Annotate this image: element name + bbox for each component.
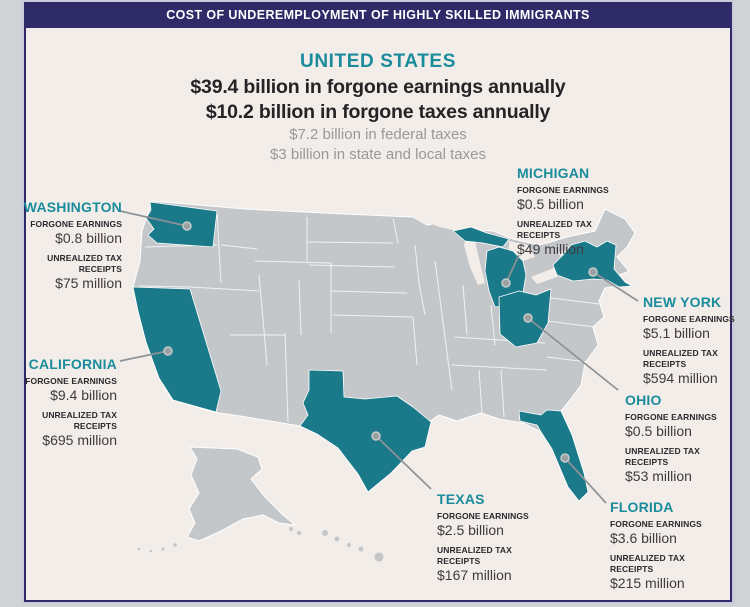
alaska-island xyxy=(289,527,293,531)
forgone-earnings-label: FORGONE EARNINGS xyxy=(437,511,529,521)
unrealized-tax-value: $215 million xyxy=(610,575,685,592)
header-forgone-taxes: $10.2 billion in forgone taxes annually xyxy=(205,101,551,123)
unrealized-tax-label: UNREALIZED TAX RECEIPTS xyxy=(47,253,122,275)
forgone-earnings-label: FORGONE EARNINGS xyxy=(30,219,122,229)
hawaii-island xyxy=(334,536,340,542)
header-region: UNITED STATES xyxy=(300,51,456,72)
title-banner: COST OF UNDEREMPLOYMENT OF HIGHLY SKILLE… xyxy=(24,2,732,28)
header-forgone-earnings: $39.4 billion in forgone earnings annual… xyxy=(190,76,566,98)
forgone-earnings-label: FORGONE EARNINGS xyxy=(625,412,717,422)
hawaii-island xyxy=(347,543,351,547)
map-state-california xyxy=(132,286,222,413)
state-callout-california: CALIFORNIA FORGONE EARNINGS $9.4 billion… xyxy=(20,356,117,455)
forgone-earnings-value: $0.5 billion xyxy=(625,423,692,440)
forgone-earnings-value: $0.8 billion xyxy=(55,230,122,247)
forgone-earnings-label: FORGONE EARNINGS xyxy=(517,185,609,195)
unrealized-tax-value: $49 million xyxy=(517,241,584,258)
aleutian-island xyxy=(149,549,153,553)
aleutian-island xyxy=(173,543,177,547)
unrealized-tax-label: UNREALIZED TAX RECEIPTS xyxy=(517,219,592,241)
forgone-earnings-value: $0.5 billion xyxy=(517,196,584,213)
state-callout-michigan: MICHIGAN FORGONE EARNINGS $0.5 billion U… xyxy=(517,165,617,264)
unrealized-tax-label: UNREALIZED TAX RECEIPTS xyxy=(625,446,700,468)
map-state-michigan-upper xyxy=(452,226,510,248)
unrealized-tax-value: $695 million xyxy=(42,432,117,449)
forgone-earnings-value: $5.1 billion xyxy=(643,325,710,342)
state-callout-florida: FLORIDA FORGONE EARNINGS $3.6 billion UN… xyxy=(610,499,710,598)
forgone-earnings-label: FORGONE EARNINGS xyxy=(25,376,117,386)
header-federal-taxes: $7.2 billion in federal taxes xyxy=(289,126,467,143)
state-name: CALIFORNIA xyxy=(28,356,117,372)
lake-huron xyxy=(509,241,535,261)
unrealized-tax-value: $167 million xyxy=(437,567,512,584)
forgone-earnings-value: $9.4 billion xyxy=(50,387,117,404)
forgone-earnings-value: $3.6 billion xyxy=(610,530,677,547)
unrealized-tax-label: UNREALIZED TAX RECEIPTS xyxy=(437,545,512,567)
unrealized-tax-value: $53 million xyxy=(625,468,692,485)
hawaii-island xyxy=(374,552,384,562)
state-callout-washington: WASHINGTON FORGONE EARNINGS $0.8 billion… xyxy=(22,199,122,298)
unrealized-tax-value: $594 million xyxy=(643,370,718,387)
unrealized-tax-label: UNREALIZED TAX RECEIPTS xyxy=(643,348,718,370)
banner-title: COST OF UNDEREMPLOYMENT OF HIGHLY SKILLE… xyxy=(166,8,590,22)
state-name: OHIO xyxy=(625,392,662,408)
forgone-earnings-value: $2.5 billion xyxy=(437,522,504,539)
state-name: TEXAS xyxy=(437,491,485,507)
aleutian-island xyxy=(161,547,165,551)
state-borders xyxy=(138,212,600,423)
state-name: NEW YORK xyxy=(643,294,722,310)
forgone-earnings-label: FORGONE EARNINGS xyxy=(610,519,702,529)
map-state-alaska xyxy=(186,446,296,542)
alaska-island xyxy=(297,531,301,535)
unrealized-tax-value: $75 million xyxy=(55,275,122,292)
unrealized-tax-label: UNREALIZED TAX RECEIPTS xyxy=(42,410,117,432)
aleutian-island xyxy=(137,547,141,551)
forgone-earnings-label: FORGONE EARNINGS xyxy=(643,314,735,324)
header-state-local-taxes: $3 billion in state and local taxes xyxy=(270,146,486,163)
state-callout-new-york: NEW YORK FORGONE EARNINGS $5.1 billion U… xyxy=(643,294,748,393)
lake-michigan xyxy=(464,235,485,285)
state-name: WASHINGTON xyxy=(23,199,122,215)
hawaii-island xyxy=(322,530,328,536)
state-callout-texas: TEXAS FORGONE EARNINGS $2.5 billion UNRE… xyxy=(437,491,542,590)
hawaii-island xyxy=(358,546,364,552)
unrealized-tax-label: UNREALIZED TAX RECEIPTS xyxy=(610,553,685,575)
state-name: FLORIDA xyxy=(610,499,674,515)
state-name: MICHIGAN xyxy=(517,165,590,181)
state-callout-ohio: OHIO FORGONE EARNINGS $0.5 billion UNREA… xyxy=(625,392,725,491)
